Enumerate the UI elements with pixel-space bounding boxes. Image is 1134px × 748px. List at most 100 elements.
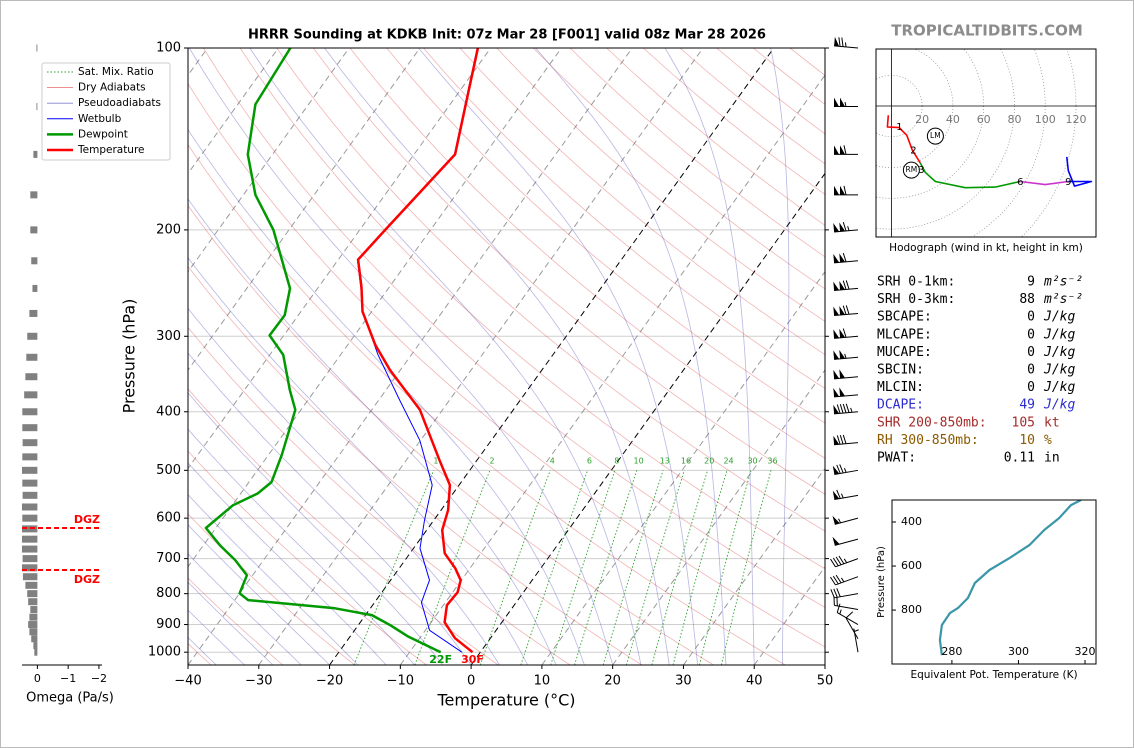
- isotherm: [399, 74, 825, 665]
- wind-barb: [836, 603, 859, 625]
- barb-feather: [830, 576, 836, 586]
- barb-feather: [836, 588, 841, 597]
- pseudoadiabat: [188, 553, 302, 665]
- parameter-label: SBCAPE:: [877, 310, 932, 325]
- barb-feather: [842, 221, 847, 232]
- barb-half-feather: [840, 493, 844, 499]
- y-tick-label: 600: [901, 559, 922, 572]
- dry-adiabat: [188, 144, 786, 665]
- height-label: 3: [918, 165, 924, 176]
- x-tick-label: 30: [675, 674, 692, 689]
- omega-bar: [22, 453, 38, 461]
- parameter-unit: J/kg: [1043, 363, 1075, 378]
- omega-bar: [22, 503, 38, 511]
- y-axis-label: Pressure (hPa): [876, 546, 887, 618]
- pseudoadiabat: [188, 609, 245, 665]
- y-tick-label: 400: [901, 515, 922, 528]
- wind-barb: [832, 536, 859, 546]
- mixing-ratio-line: [720, 470, 772, 665]
- omega-bar: [31, 257, 38, 265]
- mixing-ratio-line: [520, 470, 589, 665]
- wind-barb: [833, 328, 859, 339]
- barb-pennant: [834, 97, 839, 107]
- barb-staff: [853, 628, 859, 653]
- omega-bar: [28, 621, 38, 629]
- wind-barb: [834, 185, 858, 196]
- wind-barb: [832, 489, 859, 500]
- barb-pennant: [834, 145, 839, 155]
- legend-label: Temperature: [77, 144, 145, 156]
- parameter-value: 0: [1027, 327, 1035, 342]
- parameter-unit: J/kg: [1043, 398, 1075, 413]
- site-logo: TROPICALTIDBITS.COM: [891, 22, 1083, 40]
- parameter-label: MLCIN:: [877, 380, 924, 395]
- ring-label: 120: [1066, 113, 1087, 126]
- x-tick-label: 0: [467, 674, 475, 689]
- parameter-label: PWAT:: [877, 451, 916, 466]
- y-tick-label: 600: [156, 511, 181, 526]
- omega-bar: [36, 103, 38, 111]
- dry-adiabat: [459, 48, 825, 356]
- y-tick-label: 100: [156, 41, 181, 56]
- ring-label: 60: [977, 113, 991, 126]
- parameter-value: 49: [1019, 398, 1035, 413]
- x-tick-label: −2: [91, 672, 107, 685]
- y-tick-label: 1000: [148, 645, 181, 660]
- barb-feather: [845, 611, 854, 619]
- dry-adiabat: [188, 265, 643, 665]
- barb-pennant: [839, 281, 845, 290]
- mixing-ratio-line: [651, 470, 709, 665]
- dry-adiabat: [423, 48, 825, 389]
- hodograph-trace: [1020, 180, 1069, 186]
- dry-adiabat: [313, 48, 825, 495]
- pseudoadiabat: [664, 48, 755, 665]
- legend-label: Wetbulb: [78, 113, 122, 125]
- barb-feather: [835, 556, 842, 566]
- omega-bar: [25, 581, 38, 589]
- barb-pennant: [833, 350, 840, 360]
- hodograph-trace: [886, 115, 921, 164]
- wind-barb: [853, 628, 859, 653]
- isotherm: [188, 48, 350, 273]
- isotherm: [258, 48, 704, 665]
- mixing-ratio-label: 13: [660, 457, 670, 466]
- omega-bar: [33, 642, 38, 650]
- parameter-value: 0.11: [1004, 451, 1035, 466]
- barb-pennant: [839, 222, 845, 232]
- y-axis-label: Pressure (hPa): [120, 299, 139, 414]
- barb-pennant: [833, 369, 840, 379]
- highlight-isotherm: [470, 172, 825, 665]
- pseudoadiabat: [324, 48, 670, 665]
- wind-barb: [834, 97, 858, 108]
- mixing-ratio-label: 36: [767, 457, 777, 466]
- parameter-value: 105: [1012, 415, 1035, 430]
- wind-barb: [834, 145, 858, 155]
- omega-bar: [32, 284, 38, 292]
- ring-label: 100: [1035, 113, 1056, 126]
- omega-bar: [27, 332, 38, 340]
- x-tick-label: 50: [817, 674, 834, 689]
- parameter-unit: m²s⁻²: [1043, 275, 1083, 290]
- theta-e-line: [938, 500, 1082, 656]
- x-tick-label: 10: [534, 674, 551, 689]
- barb-pennant: [832, 536, 840, 546]
- parameter-unit: kt: [1044, 415, 1060, 430]
- barb-pennant: [833, 435, 840, 445]
- omega-bar: [25, 373, 38, 381]
- mixing-ratio-label: 30: [747, 457, 757, 466]
- wind-barb: [830, 574, 859, 586]
- barb-half-feather: [847, 226, 850, 231]
- barb-feather: [836, 435, 841, 445]
- barb-staff: [834, 593, 859, 599]
- dry-adiabat: [188, 513, 355, 665]
- parameter-label: DCAPE:: [877, 398, 924, 413]
- mixing-ratio-label: 20: [704, 457, 714, 466]
- omega-bar: [29, 309, 38, 317]
- isotherm: [188, 48, 421, 371]
- barb-pennant: [839, 306, 845, 315]
- legend-label: Pseudoadiabats: [78, 97, 161, 109]
- barb-feather: [842, 434, 847, 444]
- barb-pennant: [839, 369, 845, 379]
